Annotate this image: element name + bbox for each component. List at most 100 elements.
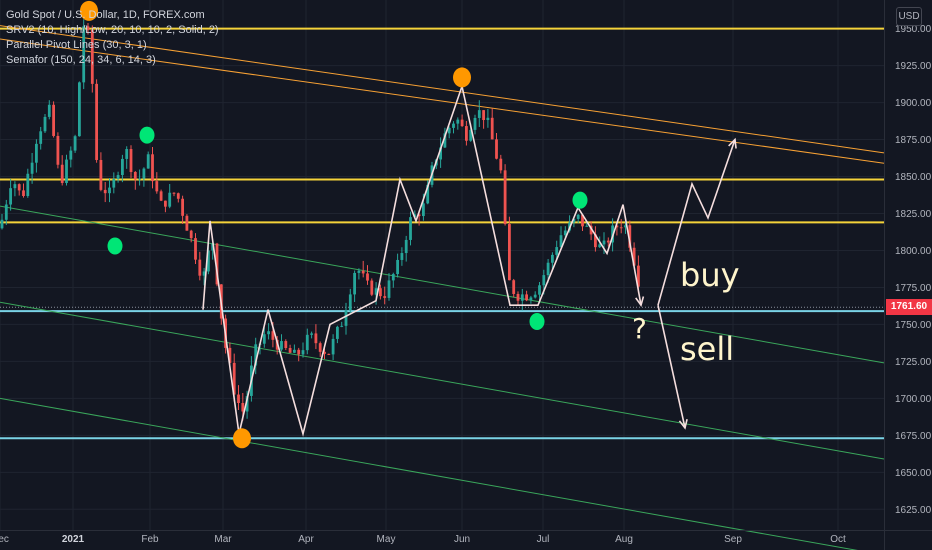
candle-body xyxy=(520,294,524,301)
trend-line-1 xyxy=(0,38,885,164)
candle-body xyxy=(211,243,215,251)
candle-body xyxy=(301,350,305,355)
candle-body xyxy=(529,297,533,301)
candle-body xyxy=(499,158,503,171)
semafor-dot-3 xyxy=(233,428,251,449)
candle-body xyxy=(555,247,559,255)
candle-body xyxy=(86,26,90,30)
candle-body xyxy=(538,285,541,295)
candle-body xyxy=(422,203,425,217)
projection-buy-line xyxy=(657,139,736,306)
candle-body xyxy=(624,225,627,228)
x-tick-label-Sep: Sep xyxy=(724,534,742,545)
candle-body xyxy=(43,116,47,132)
candle-body xyxy=(469,129,473,141)
candle-body xyxy=(490,117,494,140)
candle-body xyxy=(146,154,150,169)
candle-body xyxy=(628,225,632,248)
candle-body xyxy=(65,159,68,184)
candle-body xyxy=(207,250,210,272)
candle-body xyxy=(340,325,344,327)
x-tick-label-Jun: Jun xyxy=(454,534,470,545)
candle-body xyxy=(108,187,111,194)
candle-body xyxy=(69,150,73,160)
candle-body xyxy=(267,331,270,335)
candle-body xyxy=(348,294,352,311)
trend-lines xyxy=(0,25,885,550)
currency-button[interactable]: USD xyxy=(896,7,922,26)
candle-body xyxy=(293,349,296,353)
candle-body xyxy=(353,272,356,295)
candle-body xyxy=(465,126,468,141)
candle-body xyxy=(254,344,258,366)
candle-body xyxy=(503,170,507,225)
candle-body xyxy=(82,26,86,83)
y-tick-label-1925: 1925.00 xyxy=(895,61,932,72)
candle-body xyxy=(379,288,382,297)
candle-body xyxy=(262,334,266,344)
candle-body xyxy=(585,225,589,227)
candle-body xyxy=(525,294,528,301)
candle-body xyxy=(202,271,206,276)
projection-sell-arrow-head xyxy=(678,419,688,430)
candle-body xyxy=(198,259,202,276)
y-tick-label-1850: 1850.00 xyxy=(895,172,932,183)
trend-line-4 xyxy=(0,397,858,550)
candle-body xyxy=(533,294,537,298)
candle-body xyxy=(241,403,245,412)
candle-body xyxy=(168,192,172,207)
symbol-title[interactable]: Gold Spot / U.S. Dollar, 1D, FOREX.com xyxy=(6,9,205,21)
y-tick-label-1800: 1800.00 xyxy=(895,246,932,257)
trend-line-2 xyxy=(0,205,885,364)
x-tick-label-Apr: Apr xyxy=(298,534,314,545)
semafor-dots xyxy=(80,0,588,449)
candle-body xyxy=(26,173,30,196)
candle-body xyxy=(409,217,412,240)
grid xyxy=(0,0,884,530)
y-tick-label-1750: 1750.00 xyxy=(895,320,932,331)
candle-body xyxy=(512,280,516,294)
semafor-dot-0 xyxy=(80,0,98,21)
candle-body xyxy=(495,139,498,159)
candle-body xyxy=(366,273,369,281)
semafor-dot-2 xyxy=(107,237,123,255)
candle-body xyxy=(155,181,159,192)
candle-body xyxy=(280,341,283,350)
semafor-dot-5 xyxy=(572,191,588,209)
candle-body xyxy=(589,225,593,235)
zigzag-arrow-head xyxy=(635,296,645,308)
y-tick-label-1950: 1950.00 xyxy=(895,24,932,35)
candle-body xyxy=(563,230,567,236)
indicator-srv2[interactable]: SRV2 (10, High/Low, 20, 10, 10, 2, Solid… xyxy=(6,24,219,36)
candle-body xyxy=(482,110,485,121)
indicator-pivot-lines[interactable]: Parallel Pivot Lines (30, 3, 1) xyxy=(6,39,147,51)
candle-body xyxy=(473,117,477,130)
candle-body xyxy=(370,280,374,295)
candle-body xyxy=(297,349,301,355)
candle-body xyxy=(383,296,387,298)
candle-body xyxy=(185,215,189,231)
x-tick-label-May: May xyxy=(377,534,396,545)
projection-arrows xyxy=(657,137,737,430)
candle-body xyxy=(228,347,232,363)
buy-annotation: buy xyxy=(680,256,740,294)
candle-body xyxy=(237,394,240,404)
candle-body xyxy=(606,240,610,243)
candle-body xyxy=(90,29,94,84)
candle-body xyxy=(396,259,399,275)
indicator-semafor[interactable]: Semafor (150, 24, 34, 6, 14, 3) xyxy=(6,54,156,66)
candle-body xyxy=(572,218,576,223)
y-tick-label-1825: 1825.00 xyxy=(895,209,932,220)
candle-body xyxy=(361,270,365,274)
candle-body xyxy=(60,164,64,184)
candle-body xyxy=(116,175,120,179)
candle-body xyxy=(310,333,313,335)
y-tick-label-1775: 1775.00 xyxy=(895,283,932,294)
question-annotation: ? xyxy=(632,312,647,345)
candle-body xyxy=(404,239,408,254)
sell-annotation: sell xyxy=(680,330,735,368)
candle-body xyxy=(336,326,339,339)
x-tick-label-Jul: Jul xyxy=(537,534,550,545)
candle-body xyxy=(542,275,546,286)
